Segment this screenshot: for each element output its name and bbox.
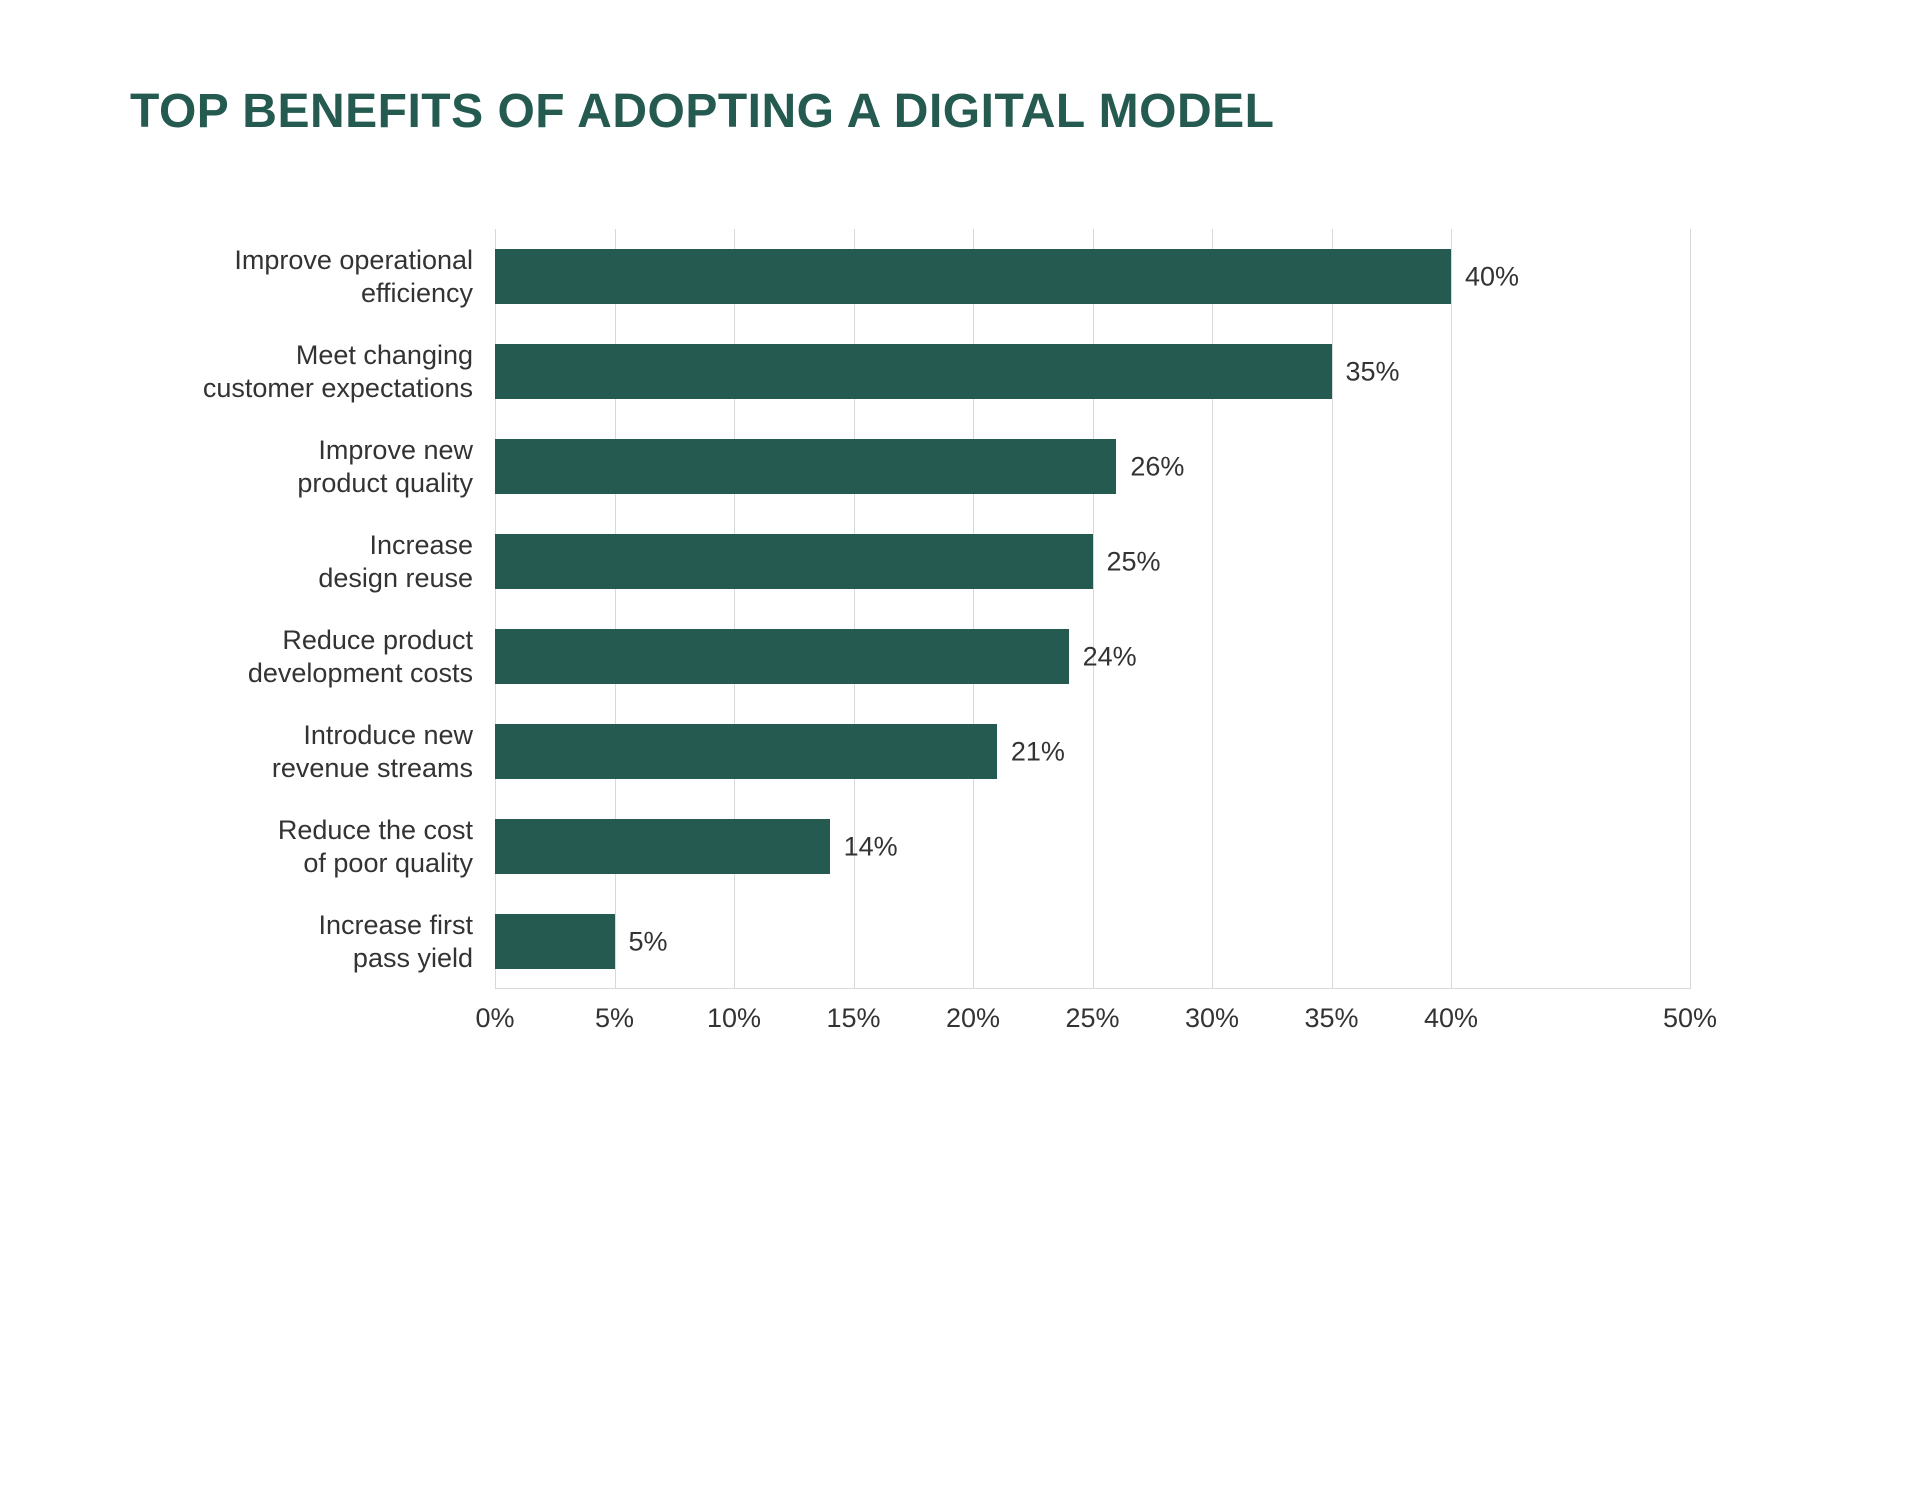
x-axis-tick-label: 40% [1424,1003,1478,1034]
x-axis-tick-label: 20% [946,1003,1000,1034]
y-axis-label-line2: pass yield [160,942,473,974]
bar-row: Introduce newrevenue streams21% [160,704,1790,799]
y-axis-label-line2: of poor quality [160,847,473,879]
y-axis-label-line2: customer expectations [160,372,473,404]
bar-value-label: 35% [1332,356,1400,387]
x-axis-tick-label: 30% [1185,1003,1239,1034]
bar: 25% [495,534,1093,589]
bar-value-label: 25% [1093,546,1161,577]
bar-row: Improve operationalefficiency40% [160,229,1790,324]
y-axis-label-line1: Improve operational [160,244,473,276]
bar-track: 14% [495,799,1690,894]
y-axis-label-line1: Reduce product [160,624,473,656]
bar: 5% [495,914,615,969]
x-axis-tick-label: 0% [475,1003,514,1034]
bar-row: Reduce productdevelopment costs24% [160,609,1790,704]
y-axis-label-line2: efficiency [160,277,473,309]
bar: 35% [495,344,1332,399]
y-axis-label-line1: Increase [160,529,473,561]
y-axis-label-line2: product quality [160,467,473,499]
y-axis-label-line1: Reduce the cost [160,814,473,846]
bar-rows: Improve operationalefficiency40%Meet cha… [160,229,1790,989]
bar-track: 5% [495,894,1690,989]
x-axis-tick-label: 15% [826,1003,880,1034]
bar-row: Increasedesign reuse25% [160,514,1790,609]
bar-track: 25% [495,514,1690,609]
y-axis-label: Improve newproduct quality [160,434,495,499]
y-axis-label: Introduce newrevenue streams [160,719,495,784]
y-axis-label-line1: Meet changing [160,339,473,371]
bar-track: 40% [495,229,1690,324]
bar-row: Reduce the costof poor quality14% [160,799,1790,894]
y-axis-label: Reduce the costof poor quality [160,814,495,879]
bar-value-label: 40% [1451,261,1519,292]
page: TOP BENEFITS OF ADOPTING A DIGITAL MODEL… [0,0,1920,1043]
y-axis-label: Increasedesign reuse [160,529,495,594]
y-axis-label-line2: design reuse [160,562,473,594]
bar: 40% [495,249,1451,304]
x-axis-ticks: 0%5%10%15%20%25%30%35%40%50% [495,1003,1690,1043]
x-axis-tick-label: 5% [595,1003,634,1034]
y-axis-label-line1: Increase first [160,909,473,941]
bar-value-label: 21% [997,736,1065,767]
y-axis-label: Increase firstpass yield [160,909,495,974]
bar-row: Improve newproduct quality26% [160,419,1790,514]
y-axis-label-line1: Improve new [160,434,473,466]
chart-title: TOP BENEFITS OF ADOPTING A DIGITAL MODEL [130,84,1790,139]
y-axis-label-line2: revenue streams [160,752,473,784]
x-axis-tick-label: 35% [1304,1003,1358,1034]
bar-track: 24% [495,609,1690,704]
y-axis-label: Reduce productdevelopment costs [160,624,495,689]
x-axis-tick-label: 25% [1065,1003,1119,1034]
chart: Improve operationalefficiency40%Meet cha… [160,229,1790,1043]
x-axis-tick-label: 10% [707,1003,761,1034]
x-axis-tick-label: 50% [1663,1003,1717,1034]
bar-value-label: 26% [1116,451,1184,482]
y-axis-label: Improve operationalefficiency [160,244,495,309]
bar: 21% [495,724,997,779]
bar-row: Meet changingcustomer expectations35% [160,324,1790,419]
y-axis-label-line2: development costs [160,657,473,689]
bar-value-label: 24% [1069,641,1137,672]
bar-row: Increase firstpass yield5% [160,894,1790,989]
bar: 26% [495,439,1116,494]
bar-track: 35% [495,324,1690,419]
y-axis-label: Meet changingcustomer expectations [160,339,495,404]
bar-value-label: 14% [830,831,898,862]
bar-value-label: 5% [615,926,668,957]
bar-track: 26% [495,419,1690,514]
bar-track: 21% [495,704,1690,799]
bar: 24% [495,629,1069,684]
bar: 14% [495,819,830,874]
y-axis-label-line1: Introduce new [160,719,473,751]
